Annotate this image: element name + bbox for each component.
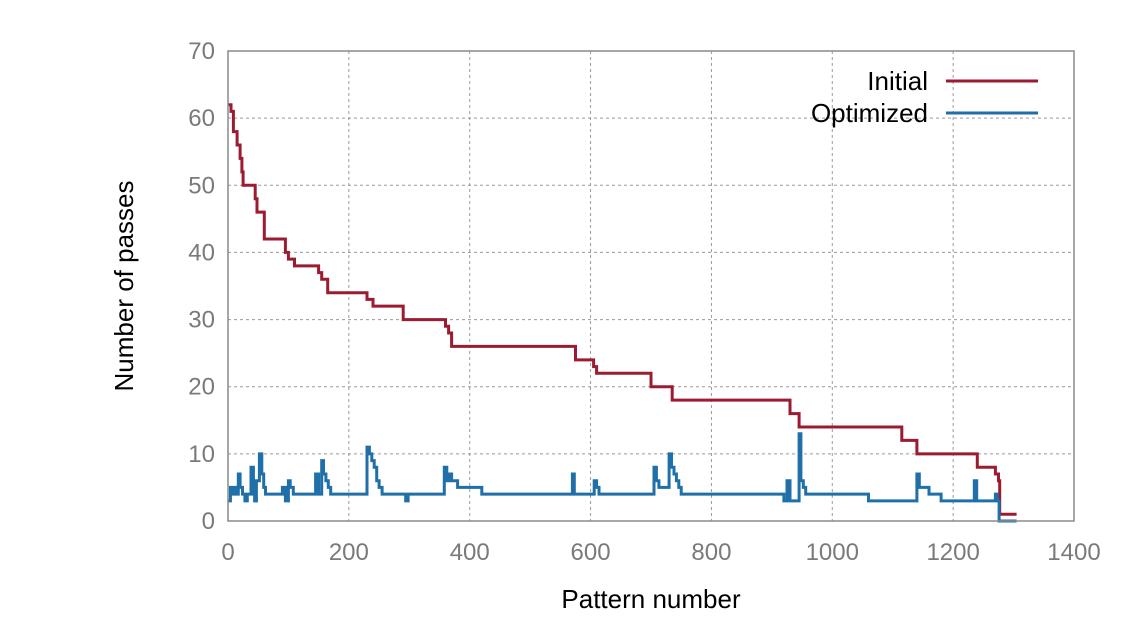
- y-tick-label: 30: [188, 307, 215, 334]
- x-tick-label: 1000: [806, 539, 859, 566]
- x-tick-labels: 0 200 400 600 800 1000 1200 1400: [221, 539, 1100, 566]
- y-tick-label: 20: [188, 374, 215, 401]
- y-tick-label: 10: [188, 441, 215, 468]
- x-tick-label: 0: [221, 539, 234, 566]
- y-axis-title: Number of passes: [109, 181, 139, 392]
- series-layer: [228, 103, 1017, 523]
- y-tick-label: 0: [202, 508, 215, 535]
- series-line-initial: [228, 103, 1017, 516]
- series-line-optimized: [228, 432, 1017, 523]
- x-tick-label: 1400: [1047, 539, 1100, 566]
- grid: [228, 51, 1074, 521]
- legend-label-optimized: Optimized: [811, 98, 928, 128]
- y-tick-label: 50: [188, 172, 215, 199]
- y-tick-label: 40: [188, 239, 215, 266]
- x-tick-label: 400: [450, 539, 490, 566]
- legend-label-initial: Initial: [867, 66, 928, 96]
- y-tick-labels: 0 10 20 30 40 50 60 70: [188, 38, 215, 535]
- x-tick-label: 600: [571, 539, 611, 566]
- x-tick-label: 800: [691, 539, 731, 566]
- x-axis-title: Pattern number: [561, 584, 741, 614]
- y-tick-label: 70: [188, 38, 215, 65]
- plot-frame: [227, 50, 1075, 522]
- x-tick-label: 1200: [926, 539, 979, 566]
- x-tick-label: 200: [329, 539, 369, 566]
- y-tick-label: 60: [188, 105, 215, 132]
